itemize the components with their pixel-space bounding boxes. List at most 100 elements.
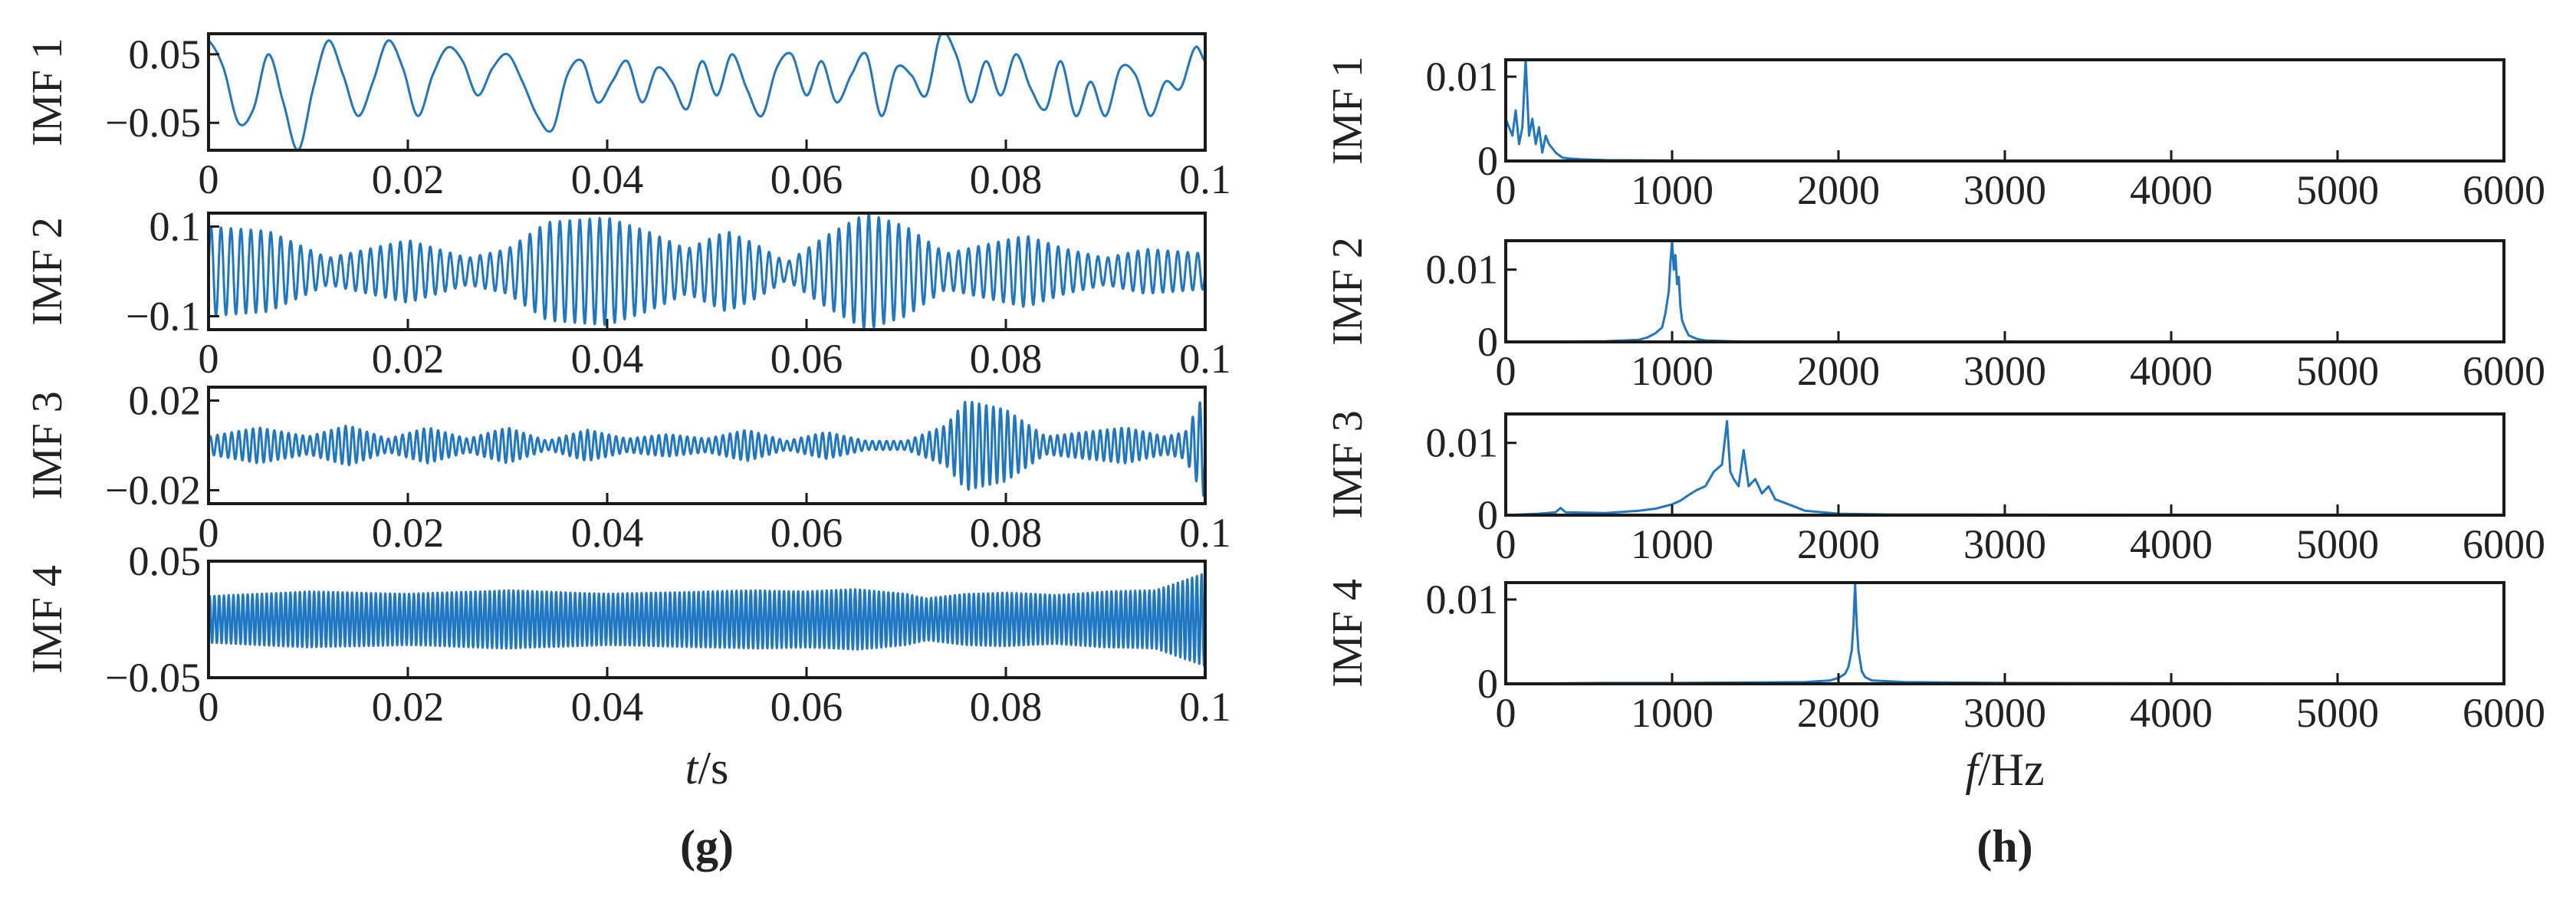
x-tick-label: 6000 bbox=[2463, 348, 2545, 394]
x-tick-label: 0 bbox=[199, 510, 219, 556]
y-axis-label: IMF 3 bbox=[1324, 410, 1372, 519]
x-tick-label: 4000 bbox=[2130, 167, 2213, 213]
x-tick-label: 0.1 bbox=[1179, 684, 1231, 730]
x-tick-label: 0.04 bbox=[571, 684, 644, 730]
x-tick-label: 0.08 bbox=[970, 156, 1043, 202]
x-tick-label: 0 bbox=[199, 684, 219, 730]
series-line-imf2 bbox=[1505, 239, 2505, 343]
x-tick-label: 3000 bbox=[1963, 521, 2046, 567]
x-tick-label: 0 bbox=[1496, 167, 1516, 213]
y-tick-label: 0.01 bbox=[1426, 576, 1499, 622]
x-axis-unit: /Hz bbox=[1978, 744, 2045, 795]
subplot-g-3: 0.02 −0.020 0.02 0.04 0.06 0.08 0.1 IMF 3 bbox=[24, 378, 1231, 556]
x-axis-label: t/s bbox=[685, 743, 729, 793]
axes-frame bbox=[207, 560, 1207, 679]
x-tick-label: 0.02 bbox=[372, 684, 445, 730]
x-tick-label: 0.08 bbox=[970, 510, 1043, 556]
y-tick-label: 0.05 bbox=[129, 538, 202, 584]
x-tick-label: 4000 bbox=[2130, 690, 2213, 736]
y-tick-label: 0.02 bbox=[129, 378, 202, 424]
x-tick-label: 0 bbox=[1496, 521, 1516, 567]
y-tick-label: −0.05 bbox=[105, 100, 201, 146]
x-tick-label: 3000 bbox=[1963, 167, 2046, 213]
y-axis-label: IMF 1 bbox=[1324, 56, 1372, 165]
x-tick-label: 0 bbox=[1496, 348, 1516, 394]
series-line-imf1 bbox=[207, 32, 1207, 152]
x-tick-label: 0.08 bbox=[970, 684, 1043, 730]
y-tick-label: 0.01 bbox=[1426, 420, 1499, 466]
x-tick-label: 0.02 bbox=[372, 510, 445, 556]
x-tick-label: 5000 bbox=[2296, 690, 2379, 736]
x-tick-label: 0.1 bbox=[1179, 510, 1231, 556]
x-tick-label: 6000 bbox=[2463, 167, 2545, 213]
series-line-imf3 bbox=[1505, 419, 2505, 517]
series-line-imf4 bbox=[207, 573, 1207, 667]
x-tick-label: 0.1 bbox=[1179, 336, 1231, 382]
y-axis-label: IMF 4 bbox=[24, 565, 71, 674]
axes-frame bbox=[207, 386, 1207, 505]
y-axis-label: IMF 3 bbox=[24, 391, 71, 500]
x-tick-label: 3000 bbox=[1963, 348, 2046, 394]
x-tick-label: 2000 bbox=[1797, 690, 1880, 736]
axes-frame bbox=[1504, 581, 2505, 685]
x-tick-label: 0 bbox=[199, 156, 219, 202]
x-tick-label: 1000 bbox=[1631, 167, 1714, 213]
x-tick-label: 0 bbox=[199, 336, 219, 382]
x-tick-label: 0.04 bbox=[571, 156, 644, 202]
subplot-h-1: 0.01 00 1000 2000 3000 4000 5000 6000 IMF 1 bbox=[1324, 54, 2545, 213]
y-tick-label: 0.01 bbox=[1426, 54, 1499, 100]
x-tick-label: 0.06 bbox=[770, 156, 843, 202]
x-tick-label: 2000 bbox=[1797, 521, 1880, 567]
x-axis-unit: /s bbox=[698, 743, 728, 793]
x-tick-label: 0.04 bbox=[571, 510, 644, 556]
y-axis-label: IMF 4 bbox=[1324, 579, 1372, 688]
x-tick-label: 0.06 bbox=[770, 336, 843, 382]
subplot-g-2: 0.1 −0.10 0.02 0.04 0.06 0.08 0.1 IMF 2 bbox=[24, 204, 1231, 382]
x-tick-label: 5000 bbox=[2296, 167, 2379, 213]
axes-frame bbox=[1504, 239, 2505, 343]
y-axis-label: IMF 2 bbox=[1324, 237, 1372, 346]
x-tick-label: 6000 bbox=[2463, 521, 2545, 567]
x-tick-label: 1000 bbox=[1631, 521, 1714, 567]
y-tick-label: −0.05 bbox=[105, 655, 201, 701]
subplot-h-4: 0.01 00 1000 2000 3000 4000 5000 6000 IMF 4 bbox=[1324, 576, 2545, 736]
y-tick-label: −0.1 bbox=[126, 293, 201, 339]
axes-frame bbox=[207, 32, 1207, 152]
x-tick-label: 0.1 bbox=[1179, 156, 1231, 202]
series-line-imf2 bbox=[207, 212, 1207, 330]
y-axis-label: IMF 2 bbox=[24, 217, 71, 326]
subplot-h-2: 0.01 00 1000 2000 3000 4000 5000 6000 IMF 2 bbox=[1324, 237, 2545, 394]
y-tick-label: −0.02 bbox=[105, 467, 201, 513]
x-tick-label: 0.08 bbox=[970, 336, 1043, 382]
axes-frame bbox=[1504, 58, 2505, 163]
subplot-g-4: 0.05 −0.050 0.02 0.04 0.06 0.08 0.1 IMF 4 bbox=[24, 538, 1231, 730]
panel-label: (g) bbox=[680, 821, 734, 872]
series-line-imf4 bbox=[1505, 583, 2505, 685]
subplot-h-3: 0.01 00 1000 2000 3000 4000 5000 6000 IMF 3 bbox=[1324, 410, 2545, 567]
y-tick-label: 0.01 bbox=[1426, 247, 1499, 293]
x-tick-label: 2000 bbox=[1797, 167, 1880, 213]
x-tick-label: 0.02 bbox=[372, 336, 445, 382]
x-axis-label: f/Hz bbox=[1965, 744, 2044, 795]
series-line-imf3 bbox=[207, 400, 1207, 497]
x-tick-label: 5000 bbox=[2296, 521, 2379, 567]
x-tick-label: 3000 bbox=[1963, 690, 2046, 736]
panel-label: (h) bbox=[1976, 821, 2032, 872]
x-tick-label: 0.02 bbox=[372, 156, 445, 202]
subplot-g-1: 0.05 −0.05 0 0.02 0.04 0.06 0.08 0.1 IMF 1 bbox=[24, 31, 1231, 202]
x-tick-label: 6000 bbox=[2463, 690, 2545, 736]
x-tick-label: 0.04 bbox=[571, 336, 644, 382]
x-tick-label: 2000 bbox=[1797, 348, 1880, 394]
y-tick-label: 0 bbox=[1477, 319, 1498, 365]
y-axis-label: IMF 1 bbox=[24, 38, 71, 146]
x-tick-label: 1000 bbox=[1631, 690, 1714, 736]
x-tick-label: 0.06 bbox=[770, 684, 843, 730]
series-line-imf1 bbox=[1504, 58, 2505, 163]
axes-frame bbox=[1504, 412, 2505, 517]
x-tick-label: 0.06 bbox=[770, 510, 843, 556]
x-tick-label: 0 bbox=[1496, 690, 1516, 736]
y-tick-label: 0 bbox=[1477, 661, 1498, 707]
x-tick-label: 4000 bbox=[2130, 521, 2213, 567]
x-tick-label: 1000 bbox=[1631, 348, 1714, 394]
